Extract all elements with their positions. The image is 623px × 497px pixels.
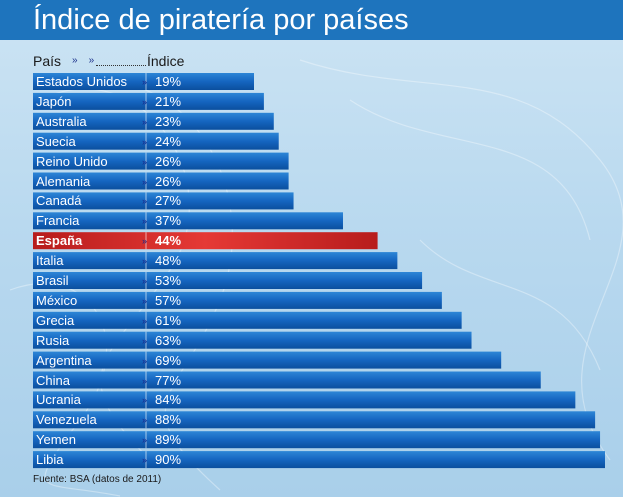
tab-mark: »: [142, 176, 148, 187]
tab-mark: »: [142, 375, 148, 386]
tab-mark: »: [142, 116, 148, 127]
category-label-grecia: Grecia: [36, 312, 75, 328]
tab-mark: »: [142, 196, 148, 207]
category-label-china: China: [36, 372, 70, 388]
category-label-argentina: Argentina: [36, 352, 92, 368]
category-label-suecia: Suecia: [36, 133, 76, 149]
column-header-country: País: [33, 53, 62, 69]
value-label-japon: 21%: [155, 93, 182, 109]
bar-argentina: [33, 351, 502, 369]
source-note: Fuente: BSA (datos de 2011): [33, 474, 162, 485]
tab-mark: »: [142, 295, 148, 306]
category-label-australia: Australia: [36, 113, 87, 129]
category-label-alemania: Alemania: [36, 173, 91, 189]
column-header-leader-dots: [96, 65, 146, 66]
bar-rusia: [33, 331, 472, 349]
value-label-libia: 90%: [155, 452, 182, 468]
category-label-libia: Libia: [36, 452, 64, 468]
category-label-italia: Italia: [36, 253, 64, 269]
bar-alemania: [33, 172, 289, 190]
tab-mark: »: [142, 256, 148, 267]
value-label-brasil: 53%: [155, 273, 182, 288]
value-label-mexico: 57%: [155, 292, 182, 308]
value-label-reino-unido: 26%: [155, 153, 182, 169]
tab-mark: »: [142, 136, 148, 147]
value-label-ucrania: 84%: [155, 392, 182, 408]
tab-mark: »: [142, 415, 148, 426]
bar-canada: [33, 192, 294, 210]
bar-suecia: [33, 132, 279, 150]
tab-mark: »: [142, 455, 148, 466]
category-label-mexico: México: [36, 292, 78, 308]
tab-mark: »: [142, 395, 148, 406]
bar-espana: [33, 232, 378, 250]
value-label-argentina: 69%: [155, 352, 182, 368]
title-bar: Índice de piratería por países: [0, 0, 623, 40]
category-label-espana: España: [36, 233, 83, 249]
column-header-index: Índice: [147, 53, 185, 69]
tab-mark: »: [142, 77, 148, 87]
bar-estados-unidos: [33, 73, 254, 90]
category-label-canada: Canadá: [36, 193, 82, 209]
tab-mark: »: [142, 315, 148, 326]
value-label-espana: 44%: [155, 233, 182, 249]
tab-mark: »: [142, 96, 148, 107]
category-label-estados-unidos: Estados Unidos: [36, 74, 128, 89]
category-label-rusia: Rusia: [36, 332, 70, 348]
value-label-australia: 23%: [155, 113, 182, 129]
value-label-estados-unidos: 19%: [155, 74, 182, 89]
bar-japon: [33, 92, 264, 110]
bar-yemen: [33, 431, 601, 449]
category-label-reino-unido: Reino Unido: [36, 153, 108, 169]
tab-mark: »: [142, 435, 148, 446]
bar-mexico: [33, 291, 442, 309]
value-label-venezuela: 88%: [155, 412, 182, 428]
value-label-francia: 37%: [155, 213, 182, 229]
category-label-venezuela: Venezuela: [36, 412, 97, 428]
tab-mark: »: [142, 156, 148, 167]
bar-libia: [33, 451, 605, 469]
value-label-yemen: 89%: [155, 432, 182, 448]
tab-mark: »: [142, 216, 148, 227]
chart-title: Índice de piratería por países: [33, 4, 409, 36]
tab-mark: »: [142, 335, 148, 346]
bar-china: [33, 371, 541, 389]
bar-grecia: [33, 311, 462, 329]
bar-reino-unido: [33, 152, 289, 170]
category-label-brasil: Brasil: [36, 273, 69, 288]
bar-venezuela: [33, 411, 596, 429]
bar-francia: [33, 212, 343, 230]
tab-mark: »: [142, 276, 148, 286]
value-label-grecia: 61%: [155, 312, 182, 328]
bar-italia: [33, 252, 398, 270]
value-label-italia: 48%: [155, 253, 182, 269]
column-header-marks: » »: [72, 55, 95, 66]
bar-brasil: [33, 272, 423, 289]
bar-ucrania: [33, 391, 576, 409]
value-label-alemania: 26%: [155, 173, 182, 189]
value-label-canada: 27%: [155, 193, 182, 209]
category-label-yemen: Yemen: [36, 432, 76, 448]
category-label-ucrania: Ucrania: [36, 392, 81, 408]
tab-mark: »: [142, 355, 148, 366]
value-label-china: 77%: [155, 372, 182, 388]
category-label-francia: Francia: [36, 213, 80, 229]
tab-mark: »: [142, 236, 148, 247]
bar-australia: [33, 112, 274, 130]
category-label-japon: Japón: [36, 93, 72, 109]
value-label-suecia: 24%: [155, 133, 182, 149]
value-label-rusia: 63%: [155, 332, 182, 348]
